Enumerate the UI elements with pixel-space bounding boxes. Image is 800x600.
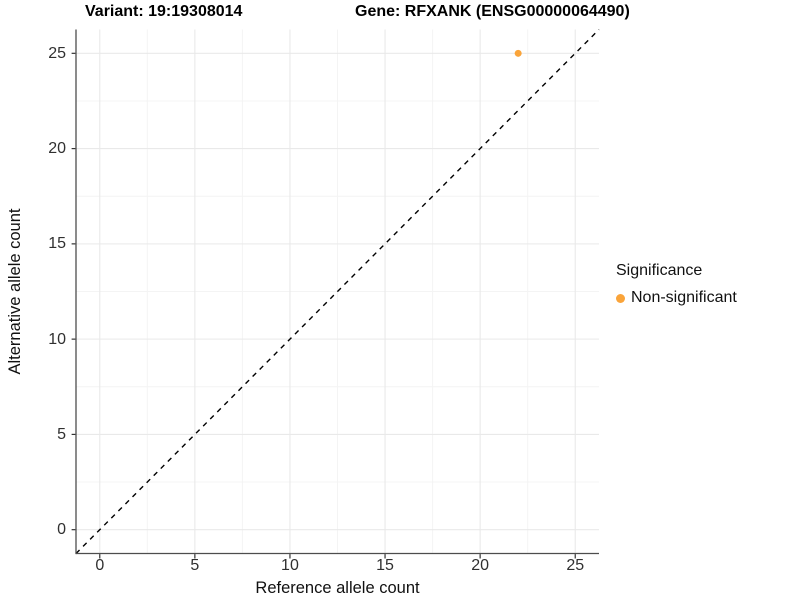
x-tick-label: 0: [95, 557, 105, 574]
legend-entry-label: Non-significant: [631, 289, 737, 306]
x-tick-label: 5: [190, 557, 200, 574]
y-tick-label: 10: [48, 330, 66, 348]
plot-title-gene: Gene: RFXANK (ENSG00000064490): [355, 3, 630, 20]
legend-key-dot-icon: [616, 293, 625, 303]
x-axis-title: Reference allele count: [255, 579, 420, 597]
y-axis-title: Alternative allele count: [6, 208, 24, 375]
x-tick-label: 20: [471, 557, 490, 574]
legend-entry: Non-significant: [616, 289, 737, 307]
legend-title: Significance: [616, 262, 703, 279]
x-tick-label: 25: [566, 557, 585, 574]
identity-line: [75, 29, 600, 554]
y-tick-label: 25: [48, 44, 66, 62]
plot-title-variant: Variant: 19:19308014: [85, 3, 243, 20]
x-tick-label: 10: [281, 557, 299, 574]
y-tick-label: 0: [57, 521, 66, 539]
data-point: [514, 49, 522, 57]
x-tick-label: 15: [376, 557, 394, 574]
y-tick-label: 15: [48, 235, 66, 253]
y-tick-label: 5: [57, 425, 66, 443]
legend: Significance Non-significant: [616, 262, 737, 307]
y-tick-label: 20: [48, 140, 66, 158]
